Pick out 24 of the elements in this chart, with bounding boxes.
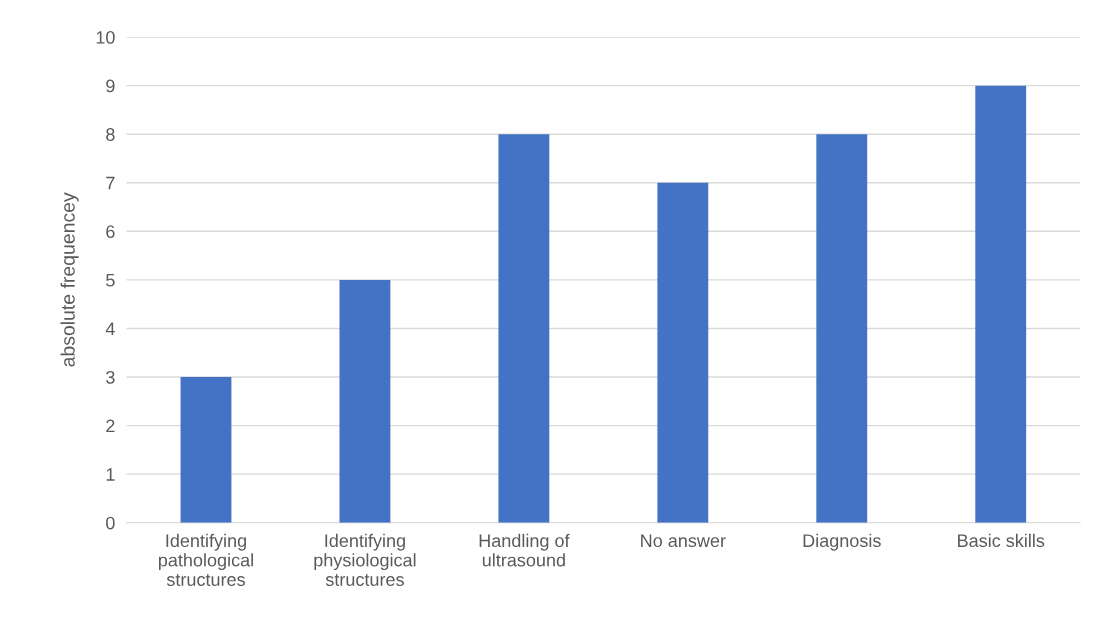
bar: [180, 377, 232, 523]
y-tick-label: 7: [106, 176, 115, 190]
y-tick-label: 10: [96, 31, 115, 44]
x-tick-label: Diagnosis: [803, 533, 881, 551]
y-tick-label: 4: [105, 322, 115, 335]
y-axis-title: absolute frequencey: [60, 192, 79, 367]
y-tick-label: 5: [106, 274, 115, 287]
y-tick-label: 6: [106, 225, 115, 239]
bar: [816, 134, 868, 523]
bar: [498, 134, 550, 523]
x-tick-label: Identifying pathological structures: [158, 533, 253, 586]
x-tick-label: Identifying physiological structures: [314, 533, 416, 586]
x-tick-label: No answer: [641, 534, 726, 548]
y-tick-label: 1: [106, 468, 115, 481]
bar: [657, 182, 709, 523]
x-tick-label: Basic skills: [958, 533, 1045, 548]
y-tick-label: 8: [106, 128, 115, 141]
y-tick-label: 2: [106, 419, 115, 433]
y-tick-label: 0: [106, 516, 115, 530]
bar: [975, 85, 1027, 523]
x-tick-label: Handling of ultrasound: [479, 533, 570, 567]
y-tick-label: 3: [106, 370, 115, 384]
bar: [339, 279, 391, 523]
y-tick-label: 9: [106, 79, 115, 93]
